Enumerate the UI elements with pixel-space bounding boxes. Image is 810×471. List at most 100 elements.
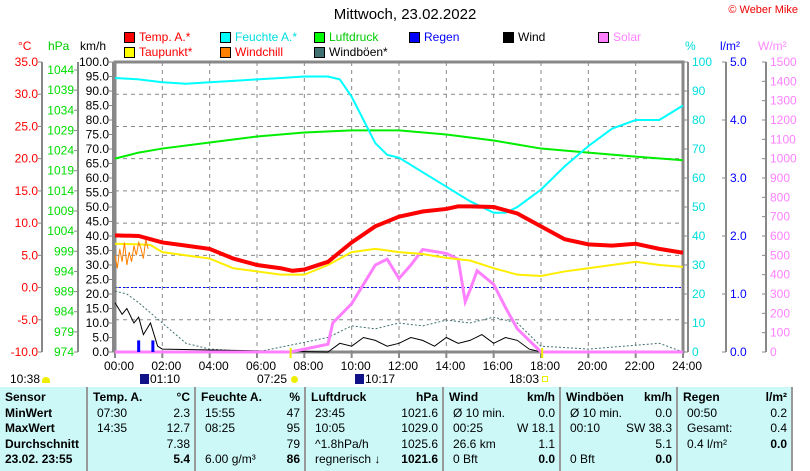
- legend-item: Luftdruck: [314, 31, 378, 44]
- sunset-icon: [542, 376, 548, 382]
- time-tick-label: 10:00: [341, 359, 371, 373]
- solar-tick-label: 1300: [770, 94, 797, 108]
- pressure-tick-label: 1034: [47, 103, 74, 117]
- row-label: Durchschnitt: [5, 436, 80, 451]
- humidity-unit: %: [685, 39, 696, 53]
- gust-column: Windböen km/h Ø 10 min. 0.0 00:10 SW 38.3 5.1 0…: [561, 387, 678, 471]
- row-label: Sensor: [5, 390, 46, 404]
- pressure-tick-label: 1014: [47, 184, 74, 198]
- legend-label: Windchill: [235, 45, 284, 59]
- humidity-tick-label: 70: [692, 142, 706, 156]
- table-cell-row: Ø 10 min. 0.0: [570, 405, 672, 420]
- pressure-tick-label: 1029: [47, 123, 74, 137]
- wind-tick-label: 70.0: [86, 142, 110, 156]
- solar-tick-label: 100: [770, 326, 790, 340]
- time-tick-label: 00:00: [104, 359, 134, 373]
- wind-tick-label: 20.0: [86, 287, 110, 301]
- column-header: Windböen km/h: [566, 390, 672, 404]
- pressure-tick-label: 979: [54, 325, 74, 339]
- pressure-tick-label: 974: [54, 345, 74, 359]
- solar-tick-label: 200: [770, 306, 790, 320]
- time-tick-label: 06:00: [246, 359, 276, 373]
- legend-swatch: [409, 32, 420, 43]
- wind-tick-label: 5.0: [92, 331, 109, 345]
- weather-chart: 35.030.025.020.015.010.05.00.0-5.0-10.01…: [11, 55, 797, 373]
- rain-tick-label: 4.0: [730, 113, 747, 127]
- temp-tick-label: 25.0: [15, 119, 39, 133]
- table-cell-row: 00:10 SW 38.3: [570, 421, 672, 435]
- table-cell-row: 15:55 47: [205, 405, 300, 420]
- humidity-tick-label: 30: [692, 258, 706, 272]
- humidity-tick-label: 50: [692, 200, 706, 214]
- wind-tick-label: 65.0: [86, 157, 110, 171]
- solar-tick-label: 1400: [770, 74, 797, 88]
- rain-tick-label: 3.0: [730, 171, 747, 185]
- solar-tick-label: 1200: [770, 113, 797, 127]
- wind-column: Wind km/h Ø 10 min. 0.0 00:25 W 18.1 26.6 km 1.…: [444, 387, 561, 471]
- legend-swatch: [124, 32, 135, 43]
- windchill-series: [114, 239, 149, 269]
- wind-tick-label: 40.0: [86, 229, 110, 243]
- chart-title: Mittwoch, 23.02.2022: [333, 6, 477, 23]
- solar-tick-label: 700: [770, 210, 790, 224]
- solar-tick-label: 300: [770, 287, 790, 301]
- temp-tick-label: -5.0: [17, 313, 38, 327]
- legend-item: Solar: [598, 31, 641, 44]
- pressure-tick-label: 999: [54, 244, 74, 258]
- moon-icon: [42, 377, 50, 383]
- gusts-series: [114, 290, 684, 353]
- solar-tick-label: 1500: [770, 55, 797, 69]
- pressure-tick-label: 1019: [47, 164, 74, 178]
- legend-swatch: [598, 32, 609, 43]
- humidity-tick-label: 40: [692, 229, 706, 243]
- column-header: Wind km/h: [449, 390, 555, 404]
- legend-swatch: [314, 47, 325, 58]
- legend-item: Feuchte A.*: [220, 31, 297, 44]
- table-cell-row: 14:35 12.7: [97, 421, 190, 435]
- legend-item: Taupunkt*: [124, 46, 192, 59]
- wind-tick-label: 95.0: [86, 70, 110, 84]
- column-header: Temp. A. °C: [93, 390, 190, 404]
- pressure-tick-label: 1004: [47, 224, 74, 238]
- solar-tick-label: 400: [770, 268, 790, 282]
- table-cell-row: 23:45 1021.6: [315, 405, 438, 420]
- wind-tick-label: 90.0: [86, 84, 110, 98]
- temp-tick-label: 15.0: [15, 184, 39, 198]
- table-cell-row: 0.4 l/m² 0.0: [687, 436, 787, 451]
- pressure-tick-label: 1024: [47, 144, 74, 158]
- moonset-time: 10:38: [10, 372, 41, 386]
- moonrise-time: 01:10: [150, 372, 181, 386]
- moon2-time: 10:17: [365, 372, 396, 386]
- humidity-tick-label: 20: [692, 287, 706, 301]
- pressure-tick-label: 1044: [47, 63, 74, 77]
- row-label: MinWert: [5, 405, 53, 420]
- sunset-time: 18:03: [509, 372, 540, 386]
- legend-label: Luftdruck: [329, 30, 379, 44]
- wind-unit: km/h: [80, 39, 107, 53]
- legend-label: Feuchte A.*: [235, 30, 298, 44]
- table-cell-row: 07:30 2.3: [97, 405, 190, 420]
- solar-tick-label: 1100: [770, 132, 796, 146]
- humidity-tick-label: 0: [692, 345, 699, 359]
- wind-tick-label: 35.0: [86, 244, 110, 258]
- legend-label: Taupunkt*: [139, 45, 193, 59]
- table-cell-row: 5.4: [173, 452, 190, 466]
- legend-label: Windböen*: [329, 45, 388, 59]
- legend-swatch: [503, 32, 514, 43]
- humidity-tick-label: 80: [692, 113, 706, 127]
- table-cell-row: Gesamt: 0.4: [687, 421, 787, 435]
- table-cell-row: Ø 10 min. 0.0: [453, 405, 555, 420]
- table-cell-row: 00:50 0.2: [687, 405, 787, 420]
- wind-tick-label: 0.0: [92, 345, 109, 359]
- table-cell-row: 10:05 1029.0: [315, 421, 438, 435]
- temp-column: Temp. A. °C 07:30 2.3 14:35 12.7 7.38 5.4: [88, 387, 196, 471]
- wind-tick-label: 15.0: [86, 302, 110, 316]
- humidity-series: [114, 75, 684, 214]
- pressure-tick-label: 1039: [47, 83, 74, 97]
- pressure-tick-label: 989: [54, 285, 74, 299]
- legend-item: Temp. A.*: [124, 31, 190, 44]
- copyright: © Weber Mike: [728, 4, 798, 16]
- wind-tick-label: 85.0: [86, 99, 110, 113]
- legend-item: Wind: [503, 31, 545, 44]
- wind-tick-label: 100.0: [79, 55, 109, 69]
